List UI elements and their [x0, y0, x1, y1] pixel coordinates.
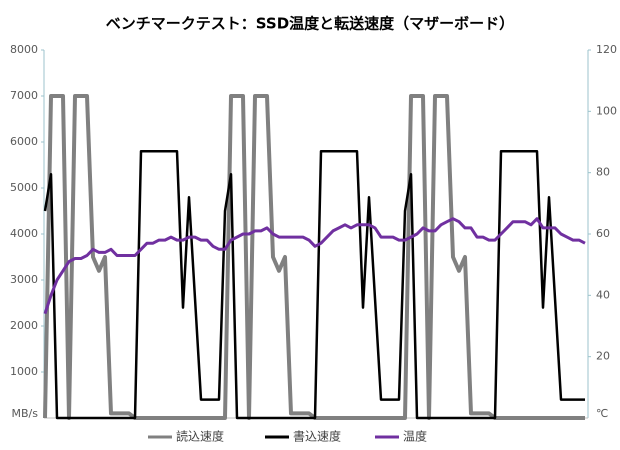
y2-tick-label: 40 [596, 288, 610, 301]
y-tick-label: 1000 [10, 365, 38, 378]
y2-tick-label: 20 [596, 350, 610, 363]
y-tick-label: 4000 [10, 227, 38, 240]
y2-tick-label: 100 [596, 104, 617, 117]
legend-label: 読込速度 [176, 429, 224, 444]
y-tick-label: 8000 [10, 43, 38, 56]
y2-tick-label: 60 [596, 227, 610, 240]
y2-unit: ℃ [596, 407, 608, 420]
y2-tick-label: 80 [596, 166, 610, 179]
series-line [43, 217, 586, 315]
chart-title: ベンチマークテスト：SSD温度と転送速度（マザーボード） [106, 15, 514, 33]
y-unit: MB/s [12, 407, 39, 420]
y-tick-label: 6000 [10, 135, 38, 148]
y-tick-label: 2000 [10, 319, 38, 332]
y-tick-label: 3000 [10, 273, 38, 286]
y2-tick-label: 120 [596, 43, 617, 56]
series-line [43, 149, 585, 420]
y-tick-label: 7000 [10, 89, 38, 102]
legend-label: 書込速度 [293, 429, 341, 444]
legend-label: 温度 [403, 429, 427, 444]
y-tick-label: 5000 [10, 181, 38, 194]
